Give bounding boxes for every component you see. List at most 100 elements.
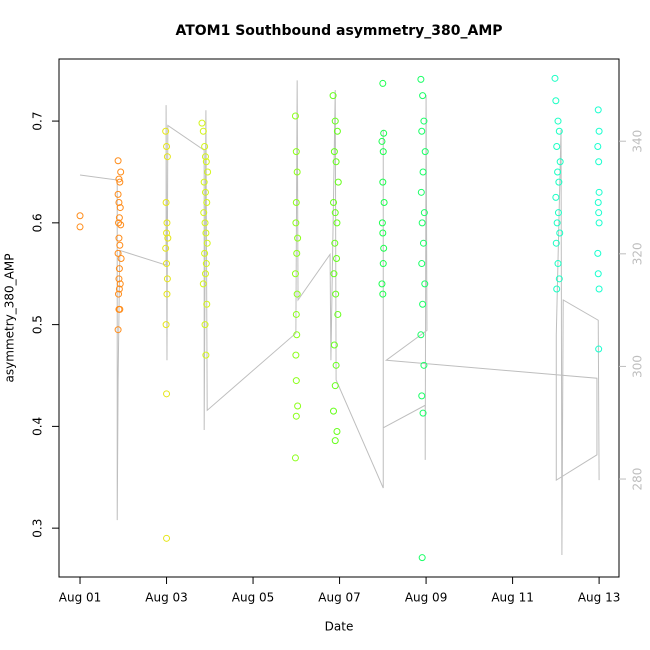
point bbox=[330, 270, 338, 278]
point bbox=[556, 229, 564, 237]
point bbox=[379, 260, 387, 268]
point bbox=[200, 209, 208, 217]
point bbox=[554, 260, 562, 268]
point bbox=[198, 119, 206, 127]
point bbox=[420, 117, 428, 125]
chart-title: ATOM1 Southbound asymmetry_380_AMP bbox=[175, 23, 502, 39]
point bbox=[330, 341, 338, 349]
point bbox=[116, 241, 124, 249]
point bbox=[202, 158, 210, 166]
point bbox=[201, 270, 209, 278]
point bbox=[163, 219, 171, 227]
point bbox=[163, 143, 171, 151]
point bbox=[595, 345, 603, 353]
point bbox=[554, 168, 562, 176]
point bbox=[329, 92, 337, 100]
x-tick-label: Aug 03 bbox=[145, 591, 188, 605]
point bbox=[114, 249, 122, 257]
point bbox=[330, 148, 338, 156]
point bbox=[333, 427, 341, 435]
point bbox=[293, 168, 301, 176]
point bbox=[115, 265, 123, 273]
point bbox=[201, 321, 209, 329]
point bbox=[419, 239, 427, 247]
y-axis-label: asymmetry_380_AMP bbox=[3, 254, 17, 383]
point bbox=[379, 178, 387, 186]
point bbox=[332, 290, 340, 298]
point bbox=[291, 270, 299, 278]
point bbox=[163, 153, 171, 161]
point bbox=[555, 178, 563, 186]
point bbox=[421, 148, 429, 156]
point bbox=[553, 285, 561, 293]
point bbox=[331, 382, 339, 390]
point bbox=[333, 254, 341, 262]
point bbox=[554, 117, 562, 125]
point bbox=[116, 178, 124, 186]
point bbox=[291, 454, 299, 462]
point bbox=[201, 188, 209, 196]
point bbox=[594, 270, 602, 278]
point bbox=[595, 285, 603, 293]
point bbox=[418, 260, 426, 268]
plot-frame bbox=[58, 58, 620, 578]
point bbox=[595, 127, 603, 135]
point bbox=[203, 198, 211, 206]
x-tick-label: Aug 01 bbox=[59, 591, 102, 605]
point bbox=[117, 254, 125, 262]
point bbox=[334, 178, 342, 186]
point bbox=[292, 351, 300, 359]
point bbox=[293, 331, 301, 339]
point bbox=[419, 168, 427, 176]
x-tick-label: Aug 07 bbox=[318, 591, 361, 605]
point bbox=[162, 321, 170, 329]
point bbox=[114, 190, 122, 198]
point bbox=[199, 127, 207, 135]
point bbox=[294, 234, 302, 242]
point bbox=[163, 260, 171, 268]
y-tick-label: 0.6 bbox=[31, 213, 45, 232]
point bbox=[331, 437, 339, 445]
point bbox=[116, 280, 124, 288]
point bbox=[203, 300, 211, 308]
point bbox=[115, 290, 123, 298]
point bbox=[419, 409, 427, 417]
point bbox=[117, 168, 125, 176]
point bbox=[418, 554, 426, 562]
point bbox=[417, 75, 425, 83]
point bbox=[162, 127, 170, 135]
point bbox=[380, 244, 388, 252]
point bbox=[291, 112, 299, 120]
point bbox=[380, 129, 388, 137]
point bbox=[595, 219, 603, 227]
x-tick-label: Aug 13 bbox=[578, 591, 621, 605]
point bbox=[201, 219, 209, 227]
point bbox=[331, 117, 339, 125]
y2-tick-label: 300 bbox=[631, 355, 645, 378]
point bbox=[115, 285, 123, 293]
y2-tick-label: 320 bbox=[631, 242, 645, 265]
y-tick-label: 0.4 bbox=[31, 417, 45, 436]
point bbox=[379, 290, 387, 298]
point bbox=[202, 351, 210, 359]
point bbox=[552, 193, 560, 201]
point bbox=[117, 221, 125, 229]
point bbox=[552, 239, 560, 247]
point bbox=[331, 239, 339, 247]
point bbox=[417, 188, 425, 196]
point bbox=[115, 214, 123, 222]
point bbox=[292, 219, 300, 227]
point bbox=[379, 148, 387, 156]
point bbox=[332, 361, 340, 369]
point bbox=[551, 74, 559, 82]
point bbox=[76, 212, 84, 220]
y2-tick-label: 340 bbox=[631, 130, 645, 153]
x-tick-label: Aug 09 bbox=[405, 591, 448, 605]
point bbox=[163, 229, 171, 237]
x-tick-label: Aug 11 bbox=[491, 591, 534, 605]
point bbox=[556, 158, 564, 166]
point bbox=[378, 137, 386, 145]
point bbox=[555, 275, 563, 283]
point bbox=[333, 219, 341, 227]
point bbox=[204, 168, 212, 176]
